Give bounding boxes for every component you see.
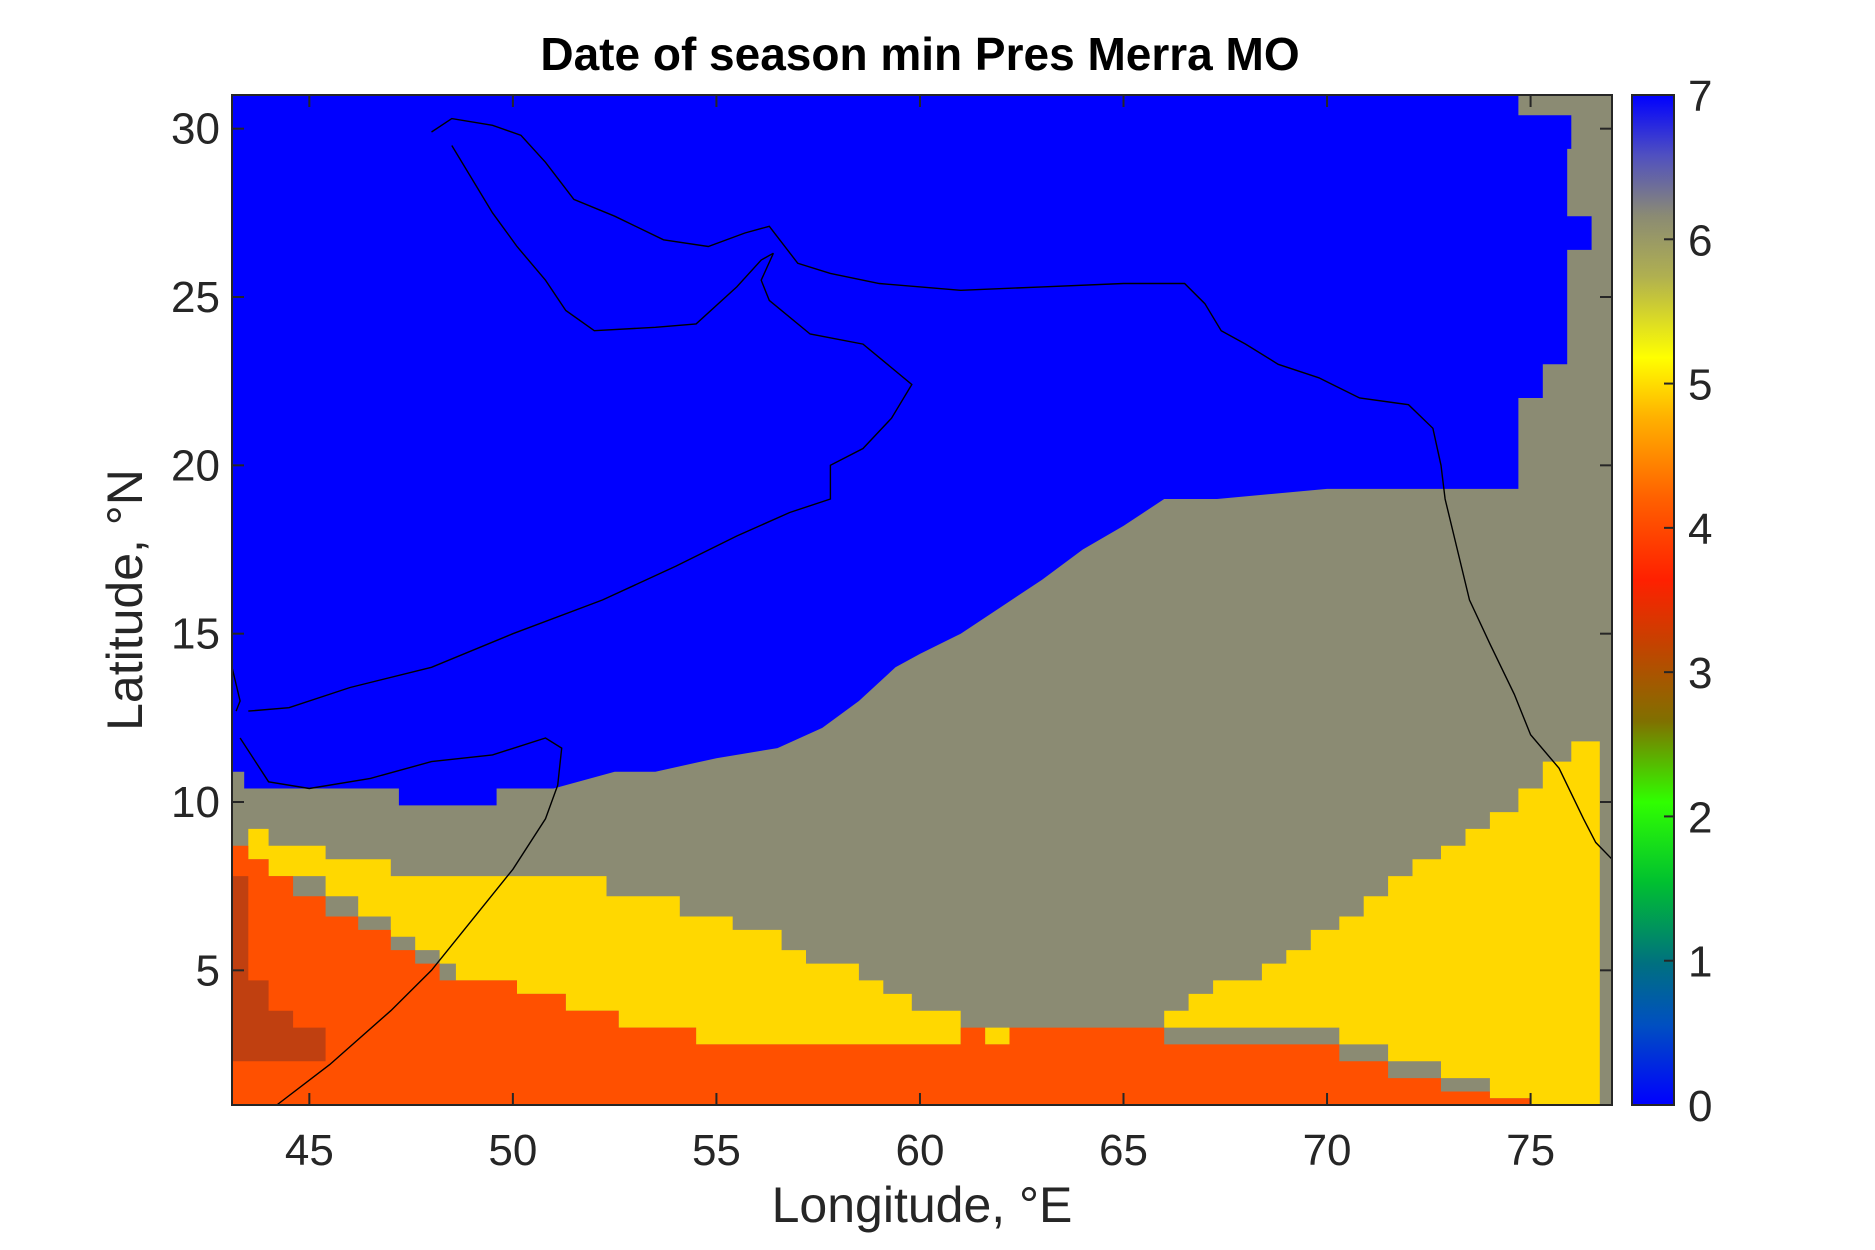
y-tick-label: 10	[171, 778, 220, 827]
region-value-7	[232, 95, 1592, 806]
colorbar: 0 1 2 3 4 5 6 7	[1631, 72, 1712, 1131]
x-axis-ticks: 45 50 55 60 65 70 75	[285, 95, 1555, 1175]
colorbar-tick-label: 0	[1688, 1082, 1712, 1131]
x-tick-label: 45	[285, 1126, 334, 1175]
colorbar-tick-label: 6	[1688, 216, 1712, 265]
y-tick-label: 5	[196, 946, 220, 995]
heatmap-plot	[232, 95, 1612, 1105]
colorbar-tick-label: 7	[1688, 72, 1712, 121]
coastline	[231, 117, 1613, 1106]
colorbar-gradient	[1631, 94, 1675, 1106]
region-value-3	[232, 876, 326, 1062]
colorbar-tick-label: 3	[1688, 649, 1712, 698]
coastline-segment	[451, 145, 774, 332]
x-tick-label: 60	[895, 1126, 944, 1175]
colorbar-tick-label: 4	[1688, 505, 1712, 554]
x-tick-label: 65	[1099, 1126, 1148, 1175]
y-tick-label: 20	[171, 441, 220, 490]
y-tick-label: 30	[171, 105, 220, 154]
x-tick-label: 55	[692, 1126, 741, 1175]
coastline-segment	[248, 252, 913, 712]
colorbar-tick-label: 2	[1688, 793, 1712, 842]
y-axis-label: Latitude, °N	[97, 469, 153, 731]
x-axis-label: Longitude, °E	[772, 1177, 1073, 1233]
y-axis-ticks: 5 10 15 20 25 30	[171, 105, 1612, 995]
region-value-4	[232, 845, 1531, 1105]
x-tick-label: 75	[1506, 1126, 1555, 1175]
plot-frame	[231, 94, 1613, 1106]
colorbar-tick-label: 1	[1688, 938, 1712, 987]
colorbar-tick-label: 5	[1688, 361, 1712, 410]
coastline-segment	[431, 117, 1613, 860]
coastline-segment	[231, 667, 241, 712]
coastline-segment	[239, 737, 563, 1106]
x-tick-label: 70	[1303, 1126, 1352, 1175]
chart-title: Date of season min Pres Merra MO	[540, 28, 1299, 80]
x-tick-label: 50	[488, 1126, 537, 1175]
y-tick-label: 15	[171, 610, 220, 659]
region-value-5	[232, 741, 1600, 1105]
y-tick-label: 25	[171, 273, 220, 322]
